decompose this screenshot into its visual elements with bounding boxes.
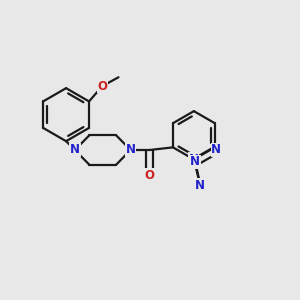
Text: N: N <box>126 143 136 157</box>
Text: O: O <box>97 80 107 93</box>
Text: N: N <box>190 155 200 168</box>
Text: O: O <box>145 169 155 182</box>
Text: N: N <box>189 153 199 166</box>
Text: N: N <box>211 143 221 156</box>
Text: N: N <box>70 143 80 157</box>
Text: N: N <box>195 179 206 192</box>
